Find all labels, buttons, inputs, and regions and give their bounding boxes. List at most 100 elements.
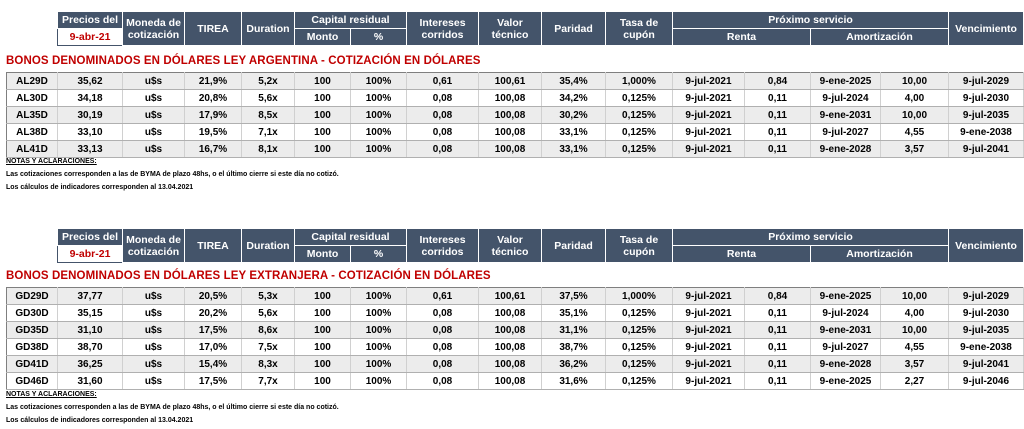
header-pct: % <box>350 28 407 46</box>
notes: NOTAS Y ACLARACIONES: Las cotizaciones c… <box>6 388 339 427</box>
cell-fecha-amortizacion: 9-ene-2025 <box>810 72 881 90</box>
cell-tirea: 17,5% <box>184 321 242 339</box>
cell-fecha-amortizacion: 9-ene-2025 <box>810 372 881 390</box>
cell-tasa-cupon: 0,125% <box>605 338 673 356</box>
cell-renta: 0,11 <box>744 338 811 356</box>
notes-title: NOTAS Y ACLARACIONES: <box>6 391 97 398</box>
cell-monto: 100 <box>294 72 351 90</box>
cell-fecha-amortizacion: 9-ene-2025 <box>810 287 881 305</box>
cell-monto: 100 <box>294 123 351 141</box>
cell-precio: 33,13 <box>57 140 123 158</box>
cell-moneda: u$s <box>122 304 185 322</box>
cell-precio: 34,18 <box>57 89 123 107</box>
cell-ticker: GD41D <box>6 355 58 373</box>
cell-pct: 100% <box>350 304 407 322</box>
cell-fecha-amortizacion: 9-jul-2024 <box>810 89 881 107</box>
header-valor-tecnico: Valor técnico <box>478 228 542 263</box>
cell-ticker: AL41D <box>6 140 58 158</box>
cell-pct: 100% <box>350 72 407 90</box>
cell-tasa-cupon: 1,000% <box>605 287 673 305</box>
cell-tirea: 17,5% <box>184 372 242 390</box>
cell-amortizacion: 4,00 <box>880 89 949 107</box>
cell-fecha-amortizacion: 9-jul-2027 <box>810 123 881 141</box>
cell-ticker: AL29D <box>6 72 58 90</box>
cell-fecha-amortizacion: 9-ene-2031 <box>810 321 881 339</box>
cell-monto: 100 <box>294 304 351 322</box>
cell-paridad: 31,1% <box>541 321 606 339</box>
cell-moneda: u$s <box>122 355 185 373</box>
cell-pct: 100% <box>350 338 407 356</box>
header-renta: Renta <box>672 28 811 46</box>
cell-paridad: 37,5% <box>541 287 606 305</box>
cell-valor-tecnico: 100,08 <box>478 372 542 390</box>
cell-precio: 31,60 <box>57 372 123 390</box>
cell-valor-tecnico: 100,08 <box>478 140 542 158</box>
cell-moneda: u$s <box>122 72 185 90</box>
cell-moneda: u$s <box>122 338 185 356</box>
cell-duration: 5,2x <box>241 72 295 90</box>
header-monto: Monto <box>294 28 351 46</box>
header-intereses: Intereses corridos <box>406 11 479 46</box>
cell-vencimiento: 9-ene-2038 <box>948 123 1024 141</box>
table-row: GD35D 31,10 u$s 17,5% 8,6x 100 100% 0,08 100,08 3… <box>6 321 1024 339</box>
cell-tasa-cupon: 0,125% <box>605 140 673 158</box>
cell-fecha-amortizacion: 9-ene-2028 <box>810 355 881 373</box>
cell-intereses: 0,08 <box>406 123 479 141</box>
cell-tirea: 15,4% <box>184 355 242 373</box>
cell-tirea: 17,9% <box>184 106 242 124</box>
cell-vencimiento: 9-jul-2041 <box>948 355 1024 373</box>
table-row: AL35D 30,19 u$s 17,9% 8,5x 100 100% 0,08 100,08 3… <box>6 106 1024 124</box>
cell-paridad: 34,2% <box>541 89 606 107</box>
cell-renta: 0,11 <box>744 355 811 373</box>
cell-intereses: 0,08 <box>406 140 479 158</box>
cell-paridad: 31,6% <box>541 372 606 390</box>
table-row: AL30D 34,18 u$s 20,8% 5,6x 100 100% 0,08 100,08 3… <box>6 89 1024 107</box>
cell-tasa-cupon: 0,125% <box>605 106 673 124</box>
cell-fecha-amortizacion: 9-jul-2027 <box>810 338 881 356</box>
table-row: GD29D 37,77 u$s 20,5% 5,3x 100 100% 0,61 100,61 3… <box>6 287 1024 305</box>
cell-fecha-renta: 9-jul-2021 <box>672 72 745 90</box>
cell-intereses: 0,08 <box>406 372 479 390</box>
cell-valor-tecnico: 100,08 <box>478 355 542 373</box>
cell-fecha-renta: 9-jul-2021 <box>672 89 745 107</box>
cell-paridad: 36,2% <box>541 355 606 373</box>
cell-pct: 100% <box>350 89 407 107</box>
cell-amortizacion: 3,57 <box>880 140 949 158</box>
header-paridad: Paridad <box>541 228 606 263</box>
cell-renta: 0,11 <box>744 140 811 158</box>
section-title: BONOS DENOMINADOS EN DÓLARES LEY ARGENTI… <box>6 55 481 67</box>
cell-fecha-renta: 9-jul-2021 <box>672 304 745 322</box>
cell-ticker: GD35D <box>6 321 58 339</box>
cell-monto: 100 <box>294 89 351 107</box>
cell-tasa-cupon: 0,125% <box>605 123 673 141</box>
cell-ticker: AL38D <box>6 123 58 141</box>
cell-duration: 7,5x <box>241 338 295 356</box>
cell-ticker: GD38D <box>6 338 58 356</box>
table-row: AL41D 33,13 u$s 16,7% 8,1x 100 100% 0,08 100,08 3… <box>6 140 1024 158</box>
table-header: Precios del Moneda de cotización TIREA Du… <box>57 228 1024 263</box>
cell-pct: 100% <box>350 123 407 141</box>
cell-intereses: 0,08 <box>406 89 479 107</box>
cell-tasa-cupon: 0,125% <box>605 355 673 373</box>
cell-tasa-cupon: 0,125% <box>605 372 673 390</box>
header-amortizacion: Amortización <box>810 28 949 46</box>
cell-valor-tecnico: 100,61 <box>478 72 542 90</box>
cell-moneda: u$s <box>122 372 185 390</box>
cell-vencimiento: 9-jul-2046 <box>948 372 1024 390</box>
cell-renta: 0,11 <box>744 123 811 141</box>
header-amortizacion: Amortización <box>810 245 949 263</box>
cell-precio: 30,19 <box>57 106 123 124</box>
notes-line: Los cálculos de indicadores corresponden… <box>6 184 194 191</box>
cell-fecha-amortizacion: 9-jul-2024 <box>810 304 881 322</box>
cell-paridad: 33,1% <box>541 123 606 141</box>
table-row: GD38D 38,70 u$s 17,0% 7,5x 100 100% 0,08 100,08 3… <box>6 338 1024 356</box>
cell-duration: 8,1x <box>241 140 295 158</box>
cell-paridad: 30,2% <box>541 106 606 124</box>
cell-renta: 0,11 <box>744 304 811 322</box>
cell-tasa-cupon: 0,125% <box>605 89 673 107</box>
cell-renta: 0,84 <box>744 287 811 305</box>
header-precios-del: Precios del <box>57 228 123 246</box>
cell-duration: 8,6x <box>241 321 295 339</box>
cell-duration: 5,3x <box>241 287 295 305</box>
cell-moneda: u$s <box>122 287 185 305</box>
